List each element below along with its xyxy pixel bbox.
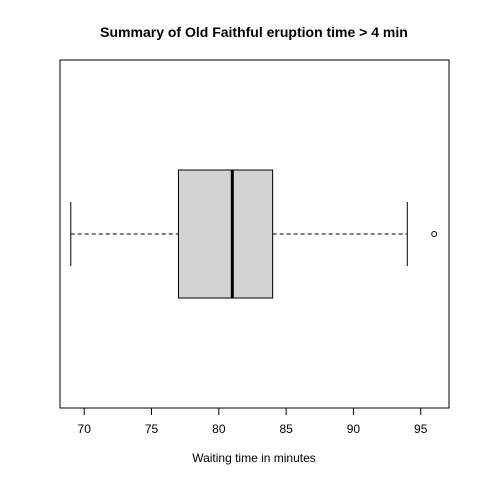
x-tick-label-70: 70 [78,422,92,436]
x-axis: 70 75 80 85 90 95 [78,407,428,436]
x-tick-label-90: 90 [347,422,361,436]
x-tick-label-85: 85 [279,422,293,436]
x-tick-label-95: 95 [414,422,428,436]
outlier-point-0 [431,231,438,237]
box-plot [70,169,438,299]
x-axis-label: Waiting time in minutes [192,451,316,465]
interquartile-box [177,169,274,299]
x-tick-label-75: 75 [145,422,159,436]
x-tick-label-80: 80 [212,422,226,436]
chart-title: Summary of Old Faithful eruption time > … [100,24,408,40]
